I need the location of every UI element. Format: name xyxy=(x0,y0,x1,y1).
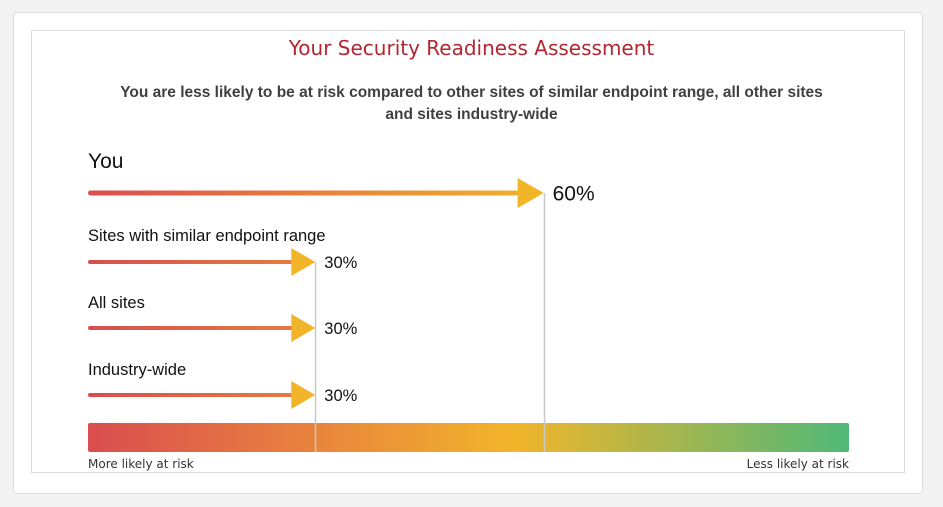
arrow-shaft xyxy=(88,190,519,196)
arrow-head xyxy=(291,248,316,276)
chart-title: Your Security Readiness Assessment xyxy=(288,36,655,60)
arrow-head xyxy=(291,314,316,342)
arrow-head xyxy=(517,178,544,208)
value-label: 30% xyxy=(324,387,357,405)
row-label: You xyxy=(88,150,123,173)
arrow-shaft xyxy=(88,260,293,264)
scale-right-label: Less likely at risk xyxy=(747,457,849,471)
arrow-shaft xyxy=(88,393,293,397)
row-label: Industry-wide xyxy=(88,361,186,379)
arrow-shaft xyxy=(88,326,293,330)
assessment-card xyxy=(31,30,905,473)
risk-row: All sites 30% xyxy=(88,294,358,342)
value-label: 60% xyxy=(553,183,595,206)
risk-row: You 60% xyxy=(88,150,595,208)
row-label: Sites with similar endpoint range xyxy=(88,227,326,245)
risk-scale-bar xyxy=(88,423,849,452)
value-label: 30% xyxy=(324,254,357,272)
risk-row: Industry-wide 30% xyxy=(88,361,358,409)
scale-left-label: More likely at risk xyxy=(88,457,194,471)
chart-subtitle: You are less likely to be at risk compar… xyxy=(120,84,823,123)
row-label: All sites xyxy=(88,294,145,312)
arrow-head xyxy=(291,381,316,409)
value-label: 30% xyxy=(324,320,357,338)
risk-row: Sites with similar endpoint range 30% xyxy=(88,227,358,276)
